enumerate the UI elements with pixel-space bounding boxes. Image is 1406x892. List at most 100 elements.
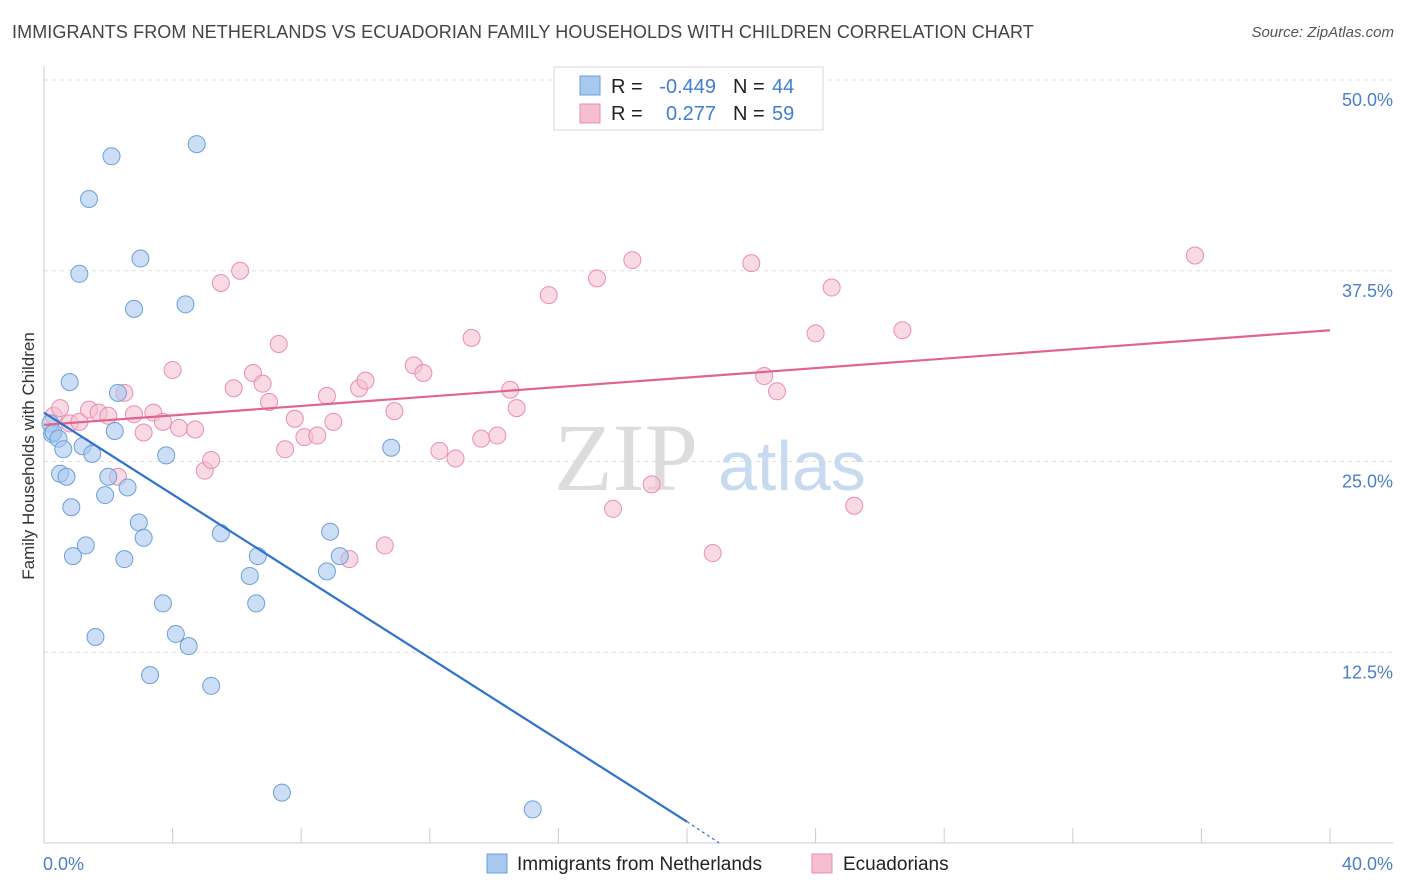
point-ecuadorians-23 — [260, 392, 279, 411]
legend-n-value-1: 44 — [772, 76, 794, 98]
bottom-legend-swatch-netherlands — [486, 853, 508, 874]
y-tick-label-1: 37.5% — [1342, 281, 1393, 301]
point-ecuadorians-38 — [430, 441, 449, 460]
point-netherlands-18 — [102, 147, 121, 166]
point-netherlands-32 — [179, 637, 198, 656]
point-netherlands-19 — [105, 421, 124, 440]
point-ecuadorians-55 — [822, 278, 841, 297]
point-netherlands-29 — [157, 446, 176, 465]
point-netherlands-33 — [187, 135, 206, 154]
point-ecuadorians-15 — [186, 420, 205, 439]
legend-swatch-pink — [579, 103, 601, 124]
point-ecuadorians-48 — [623, 251, 642, 270]
point-netherlands-14 — [83, 444, 102, 463]
watermark-atlas: atlas — [718, 427, 866, 505]
point-netherlands-22 — [118, 478, 137, 497]
point-ecuadorians-52 — [755, 367, 774, 386]
point-ecuadorians-22 — [253, 374, 272, 393]
point-netherlands-9 — [63, 547, 82, 566]
point-ecuadorians-28 — [308, 426, 327, 445]
point-ecuadorians-46 — [587, 269, 606, 288]
point-netherlands-25 — [131, 249, 150, 268]
point-ecuadorians-39 — [446, 449, 465, 468]
point-ecuadorians-19 — [224, 379, 243, 398]
point-netherlands-21 — [115, 550, 134, 569]
point-ecuadorians-10 — [134, 423, 153, 442]
point-netherlands-36 — [240, 566, 259, 585]
point-netherlands-28 — [153, 594, 172, 613]
point-netherlands-5 — [54, 440, 73, 459]
point-netherlands-40 — [317, 562, 336, 581]
point-ecuadorians-29 — [317, 386, 336, 405]
point-netherlands-43 — [382, 438, 401, 457]
legend-swatch-blue — [579, 75, 601, 96]
point-ecuadorians-41 — [472, 429, 491, 448]
point-ecuadorians-44 — [507, 399, 526, 418]
point-netherlands-15 — [86, 627, 105, 646]
point-ecuadorians-49 — [642, 475, 661, 494]
point-netherlands-30 — [166, 624, 185, 643]
chart-title: IMMIGRANTS FROM NETHERLANDS VS ECUADORIA… — [12, 22, 1034, 42]
point-ecuadorians-26 — [285, 409, 304, 428]
point-ecuadorians-33 — [356, 371, 375, 390]
point-netherlands-6 — [57, 467, 76, 486]
point-ecuadorians-30 — [324, 412, 343, 431]
legend-n-value-2: 59 — [772, 103, 794, 125]
point-netherlands-38 — [248, 547, 267, 566]
point-ecuadorians-20 — [231, 261, 250, 280]
point-ecuadorians-40 — [462, 328, 481, 347]
legend-n-label-1: N = — [733, 76, 765, 98]
point-netherlands-37 — [247, 594, 266, 613]
point-netherlands-44 — [523, 800, 542, 819]
point-ecuadorians-58 — [1185, 246, 1204, 265]
point-netherlands-13 — [80, 190, 99, 209]
point-netherlands-41 — [321, 522, 340, 541]
series-ecuadorians — [44, 246, 1204, 569]
point-ecuadorians-1 — [51, 399, 70, 418]
y-tick-labels: 50.0% 37.5% 25.0% 12.5% — [1342, 90, 1393, 682]
point-ecuadorians-9 — [125, 405, 144, 424]
point-netherlands-34 — [202, 676, 221, 695]
point-ecuadorians-34 — [375, 536, 394, 555]
point-ecuadorians-14 — [170, 418, 189, 437]
point-netherlands-16 — [96, 486, 115, 505]
watermark-zip: ZIP — [554, 404, 698, 511]
point-ecuadorians-37 — [414, 363, 433, 382]
point-ecuadorians-57 — [893, 321, 912, 340]
point-netherlands-7 — [60, 373, 79, 392]
point-netherlands-42 — [330, 547, 349, 566]
series-netherlands — [41, 135, 542, 819]
point-netherlands-8 — [62, 498, 81, 517]
x-tick-label-min: 0.0% — [43, 854, 84, 874]
legend-r-label-1: R = — [611, 76, 643, 98]
point-ecuadorians-50 — [703, 544, 722, 563]
legend-r-label-2: R = — [611, 103, 643, 125]
point-ecuadorians-53 — [768, 382, 787, 401]
point-ecuadorians-51 — [742, 254, 761, 273]
chart-source: Source: ZipAtlas.com — [1251, 24, 1394, 41]
point-ecuadorians-18 — [211, 273, 230, 292]
point-ecuadorians-25 — [276, 440, 295, 459]
point-ecuadorians-56 — [845, 496, 864, 515]
grid-lines — [44, 79, 1393, 653]
correlation-legend: R = -0.449 N = 44 R = 0.277 N = 59 — [553, 66, 824, 131]
y-axis-label: Family Households with Children — [19, 332, 38, 580]
point-ecuadorians-42 — [488, 426, 507, 445]
point-ecuadorians-24 — [269, 334, 288, 353]
point-netherlands-23 — [125, 299, 144, 318]
point-netherlands-39 — [272, 783, 291, 802]
y-tick-label-3: 12.5% — [1342, 662, 1393, 682]
point-ecuadorians-35 — [385, 402, 404, 421]
point-netherlands-24 — [129, 513, 148, 532]
watermark: ZIP atlas — [554, 404, 866, 511]
point-netherlands-12 — [76, 536, 95, 555]
bottom-legend-label-ecuadorians: Ecuadorians — [843, 854, 949, 875]
y-tick-label-0: 50.0% — [1342, 90, 1393, 110]
legend-n-label-2: N = — [733, 103, 765, 125]
point-netherlands-10 — [70, 264, 89, 283]
trend-line-netherlands-extension — [686, 821, 720, 844]
point-ecuadorians-17 — [202, 450, 221, 469]
bottom-legend-label-netherlands: Immigrants from Netherlands — [517, 854, 762, 875]
point-ecuadorians-12 — [153, 412, 172, 431]
